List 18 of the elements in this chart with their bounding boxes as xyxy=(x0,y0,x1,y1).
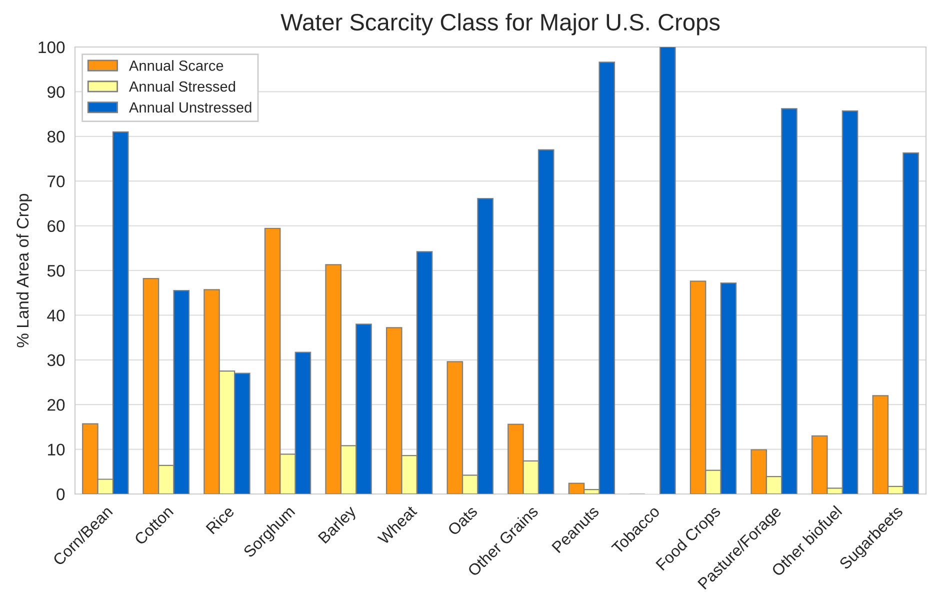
y-tick-label: 80 xyxy=(47,130,65,143)
y-tick-label: 10 xyxy=(48,444,65,456)
chart-title: Water Scarcity Class for Major U.S. Crops xyxy=(280,13,720,36)
y-tick-label: 90 xyxy=(48,86,65,98)
y-tick-label: 20 xyxy=(48,399,65,411)
y-tick-label: 60 xyxy=(48,220,65,232)
x-tick-label: Rice xyxy=(205,504,235,534)
x-tick-label: Oats xyxy=(447,505,478,536)
y-tick-label: 30 xyxy=(47,354,65,366)
legend-label: Annual Scarce xyxy=(128,60,224,71)
y-tick-label: 100 xyxy=(38,41,65,54)
y-tick-label: 50 xyxy=(47,264,65,277)
y-tick-label: 40 xyxy=(47,310,65,322)
y-tick-label: 0 xyxy=(56,488,65,500)
y-axis-title: % Land Area of Crop xyxy=(16,194,32,348)
legend-label: Annual Unstressed xyxy=(128,102,252,113)
legend-label: Annual Stressed xyxy=(128,81,236,92)
y-tick-label: 70 xyxy=(48,176,65,188)
